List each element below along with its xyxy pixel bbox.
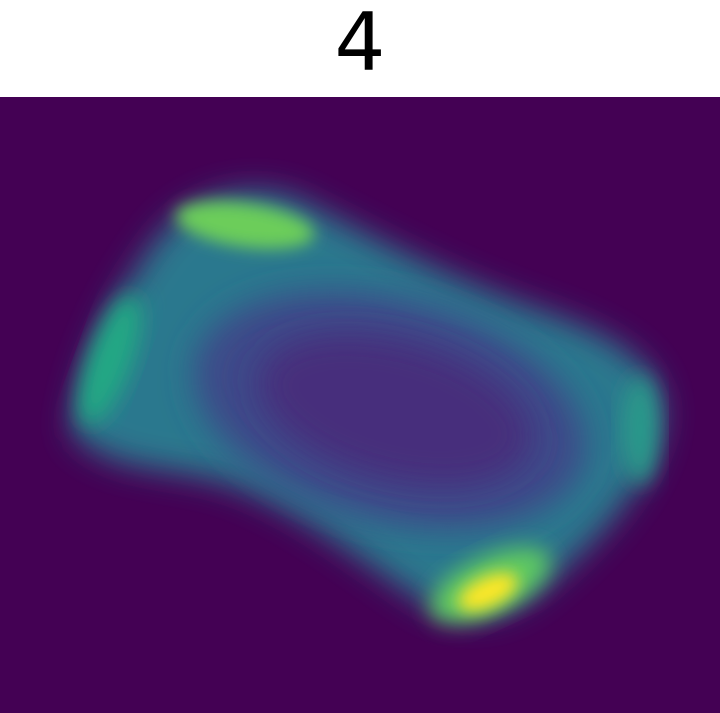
chart-title: 4	[335, 0, 386, 89]
density-peak	[458, 572, 518, 612]
density-edge	[78, 293, 142, 427]
heatmap-image	[0, 97, 720, 713]
density-peak	[175, 201, 315, 249]
density-edge	[622, 375, 658, 485]
density-core	[258, 333, 532, 487]
